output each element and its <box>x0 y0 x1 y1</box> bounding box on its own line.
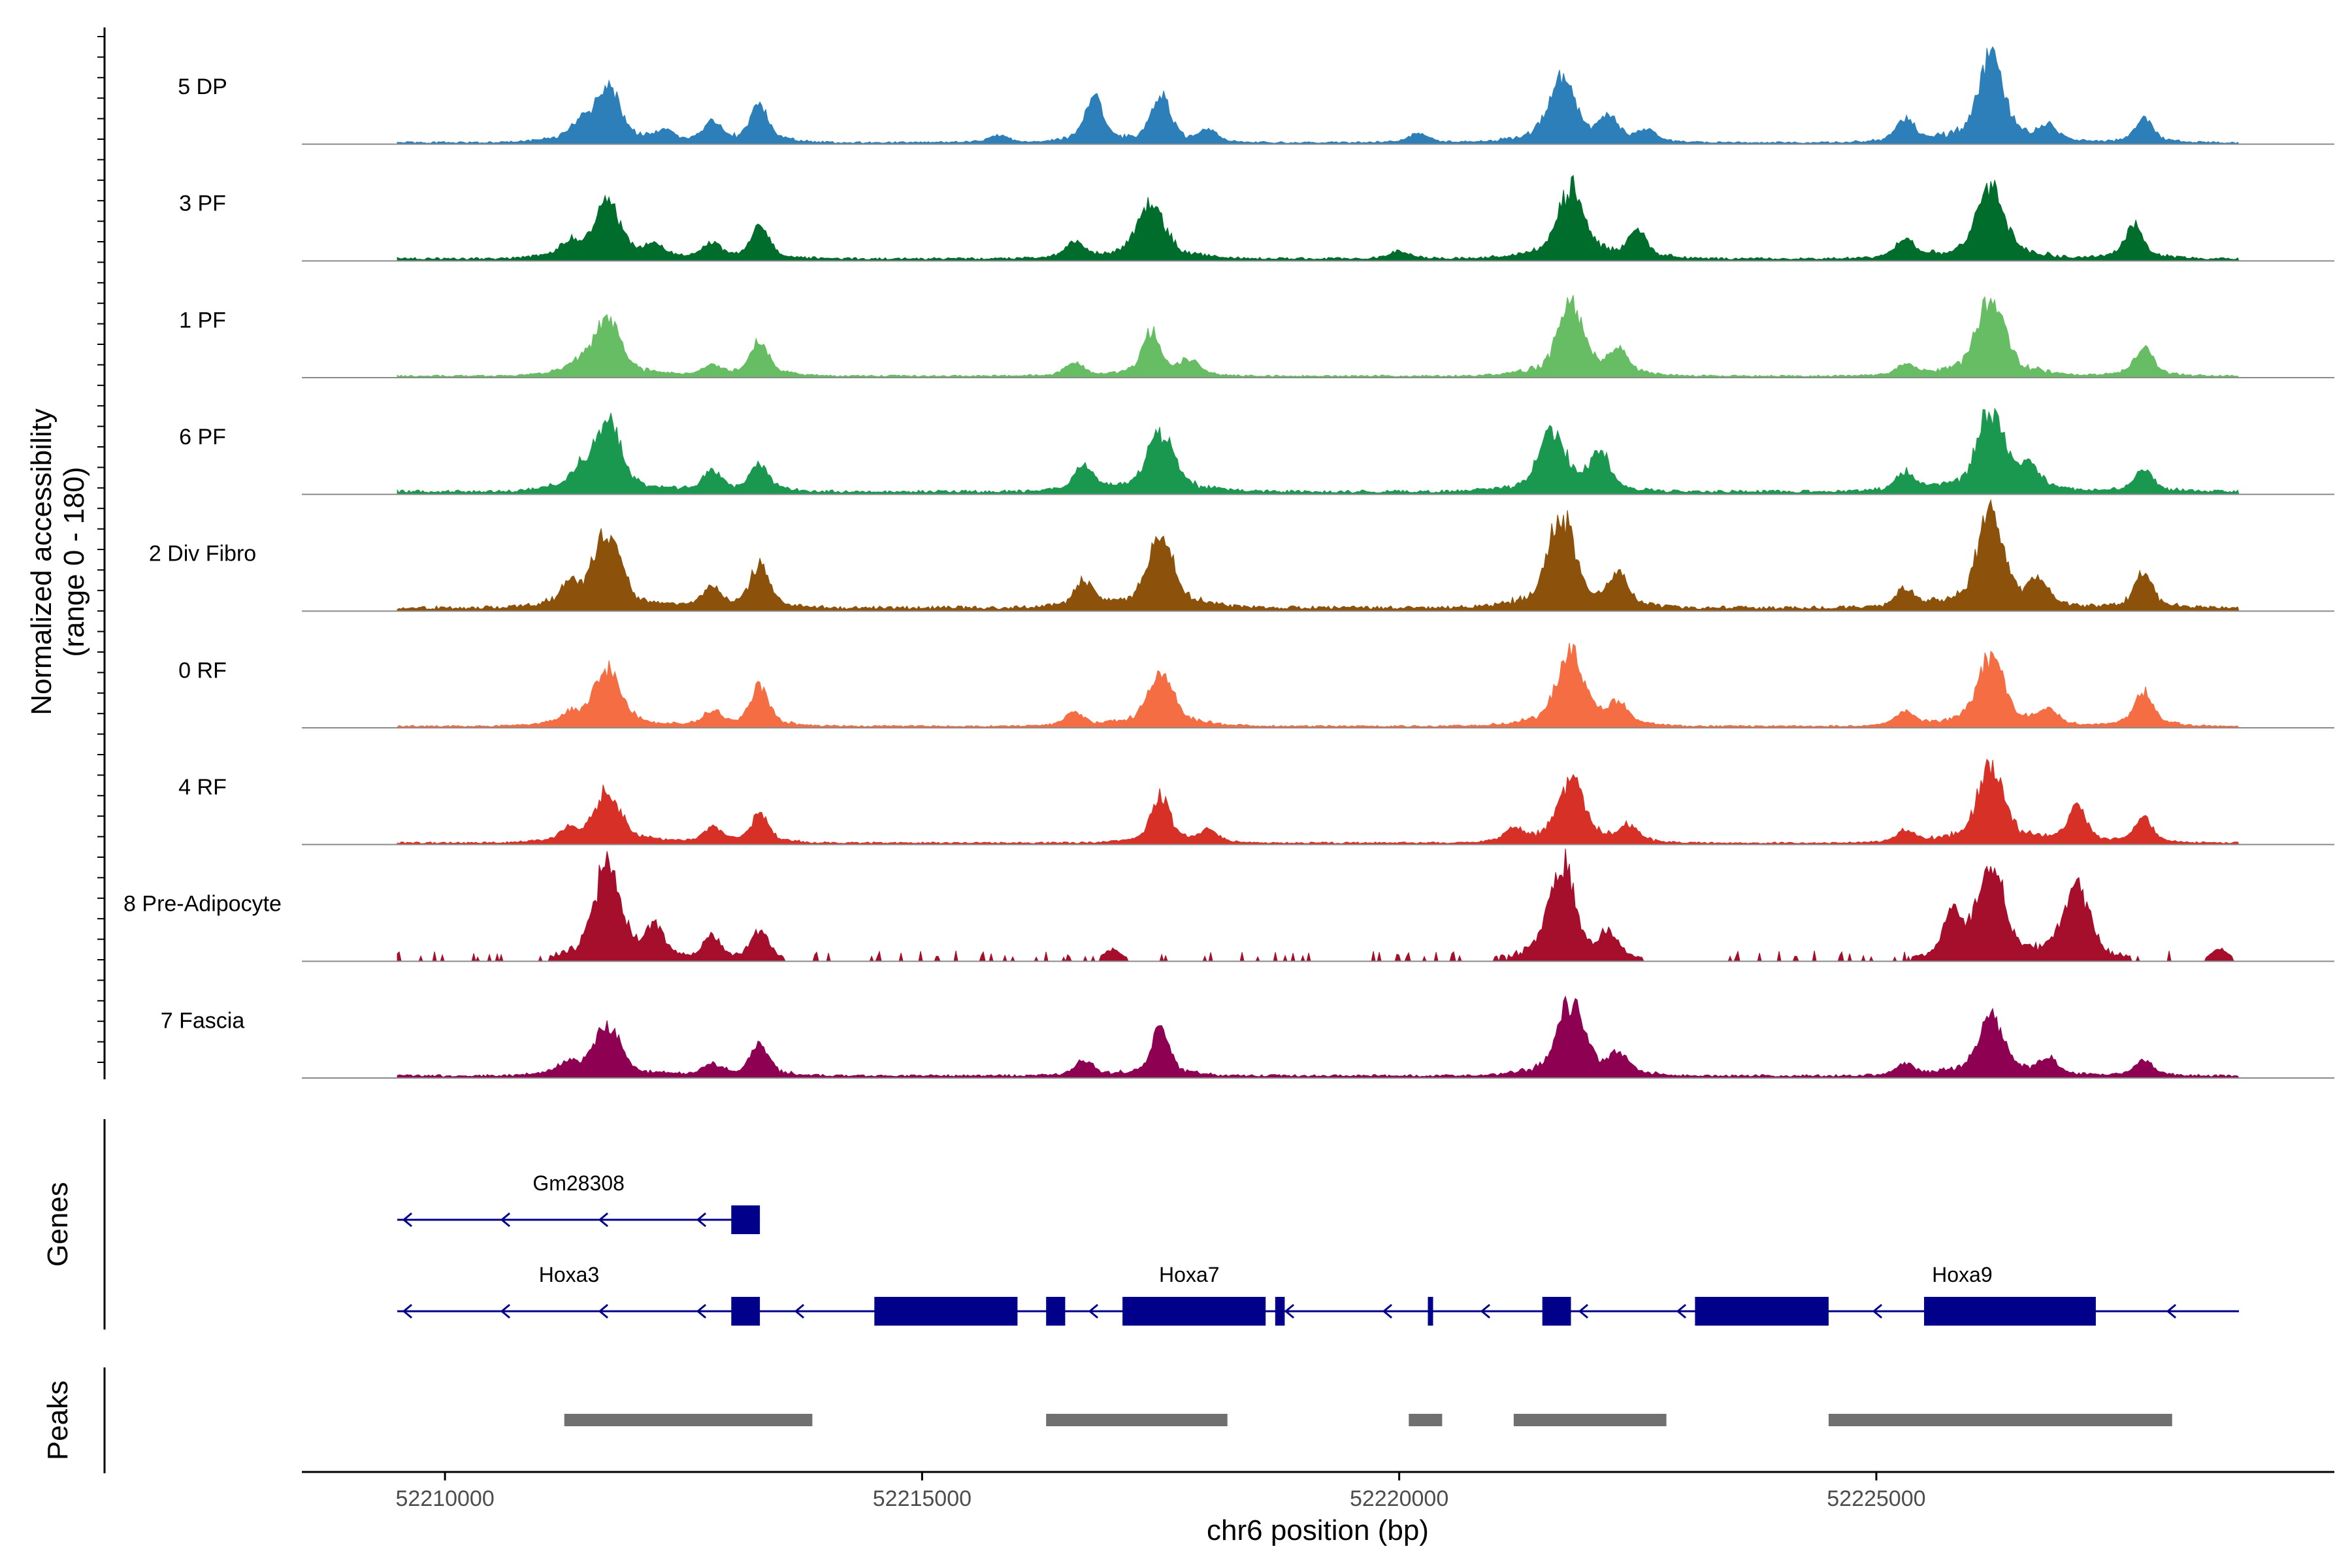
x-tick-label: 52215000 <box>873 1486 972 1511</box>
x-tick-label: 52225000 <box>1827 1486 1925 1511</box>
coverage-area <box>397 295 2240 378</box>
track-label: 6 PF <box>179 425 226 449</box>
exon-block <box>1924 1297 2096 1326</box>
strand-arrow-icon <box>2166 1303 2177 1319</box>
gene-label: Hoxa9 <box>1932 1263 1993 1286</box>
exon-block <box>1695 1297 1829 1326</box>
track-label: 3 PF <box>179 191 226 216</box>
coverage-area <box>397 848 2239 963</box>
peak-regions-track <box>564 1414 2172 1426</box>
peak-region <box>1828 1414 2172 1426</box>
strand-arrow-icon <box>1382 1303 1393 1319</box>
track-7-fascia <box>302 995 2334 1079</box>
strand-arrow-icon <box>696 1212 707 1228</box>
strand-arrow-icon <box>402 1303 413 1319</box>
track-2-div-fibro <box>302 498 2334 612</box>
exon-block <box>1275 1297 1285 1326</box>
track-labels: 5 DP 3 PF 1 PF 6 PF 2 Div Fibro 0 RF 4 RF 8 Pre… <box>123 74 282 1033</box>
peak-region <box>564 1414 813 1426</box>
strand-arrow-icon <box>1676 1303 1687 1319</box>
track-6-pf <box>302 407 2334 495</box>
gene-label: Hoxa3 <box>539 1263 600 1286</box>
peaks-panel-label: Peaks <box>42 1380 74 1460</box>
coverage-tracks <box>302 46 2334 1079</box>
track-label: 1 PF <box>179 308 226 333</box>
gene-gm28308: Gm28308 <box>397 1171 760 1234</box>
track-1-pf <box>302 295 2334 378</box>
strand-arrow-icon <box>696 1303 707 1319</box>
strand-arrow-icon <box>1480 1303 1491 1319</box>
coverage-area <box>397 642 2240 728</box>
gene-hoxa7: Hoxa7 <box>1159 1263 1220 1286</box>
peak-region <box>1513 1414 1667 1426</box>
coverage-area <box>397 759 2240 845</box>
coverage-area <box>397 174 2240 261</box>
strand-arrow-icon <box>1088 1303 1099 1319</box>
strand-arrow-icon <box>1872 1303 1883 1319</box>
track-8-pre-adipocyte <box>302 848 2334 963</box>
track-4-rf <box>302 759 2334 845</box>
track-label: 4 RF <box>178 775 227 800</box>
track-label: 2 Div Fibro <box>149 542 256 566</box>
peak-region <box>1409 1414 1443 1426</box>
track-label: 8 Pre-Adipocyte <box>123 892 282 917</box>
peak-region <box>1046 1414 1228 1426</box>
exon-block <box>1046 1297 1066 1326</box>
exon-block <box>1122 1297 1266 1326</box>
strand-arrow-icon <box>598 1212 609 1228</box>
track-5-dp <box>302 46 2334 145</box>
track-3-pf <box>302 174 2334 262</box>
gene-label: Hoxa7 <box>1159 1263 1220 1286</box>
strand-arrow-icon <box>1284 1303 1295 1319</box>
strand-arrow-icon <box>402 1212 413 1228</box>
x-axis-ticks: 52210000 52215000 52220000 52225000 <box>395 1472 1926 1511</box>
exon-block <box>731 1205 760 1234</box>
exon-block <box>1428 1297 1433 1326</box>
strand-arrow-icon <box>794 1303 805 1319</box>
y-axis-title-line1: Normalized accessibility <box>25 408 57 715</box>
exon-block <box>731 1297 760 1326</box>
gene-hoxa9: Hoxa9 <box>1932 1263 1993 1286</box>
x-axis-title: chr6 position (bp) <box>1207 1514 1429 1546</box>
track-label: 5 DP <box>178 74 227 99</box>
track-label: 0 RF <box>178 658 227 683</box>
genes-panel-label: Genes <box>42 1182 74 1267</box>
coverage-area <box>397 46 2240 145</box>
x-tick-label: 52210000 <box>395 1486 494 1511</box>
gene-annotation-track: Gm28308 Hoxa3 Hoxa7 Hoxa9 <box>397 1171 2239 1326</box>
strand-arrow-icon <box>500 1303 511 1319</box>
track-label: 7 Fascia <box>161 1008 245 1033</box>
exon-block <box>1542 1297 1571 1326</box>
strand-arrow-icon <box>1578 1303 1589 1319</box>
y-axis <box>97 27 106 1079</box>
strand-arrow-icon <box>598 1303 609 1319</box>
strand-arrow-icon <box>500 1212 511 1228</box>
gene-label: Gm28308 <box>532 1171 625 1195</box>
track-0-rf <box>302 642 2334 728</box>
exon-block <box>874 1297 1018 1326</box>
coverage-area <box>397 995 2240 1079</box>
x-tick-label: 52220000 <box>1350 1486 1448 1511</box>
coverage-area <box>397 407 2240 495</box>
gene-hoxa3: Hoxa3 <box>397 1263 2239 1326</box>
y-axis-title-line2: (range 0 - 180) <box>58 466 90 657</box>
coverage-area <box>397 498 2240 612</box>
